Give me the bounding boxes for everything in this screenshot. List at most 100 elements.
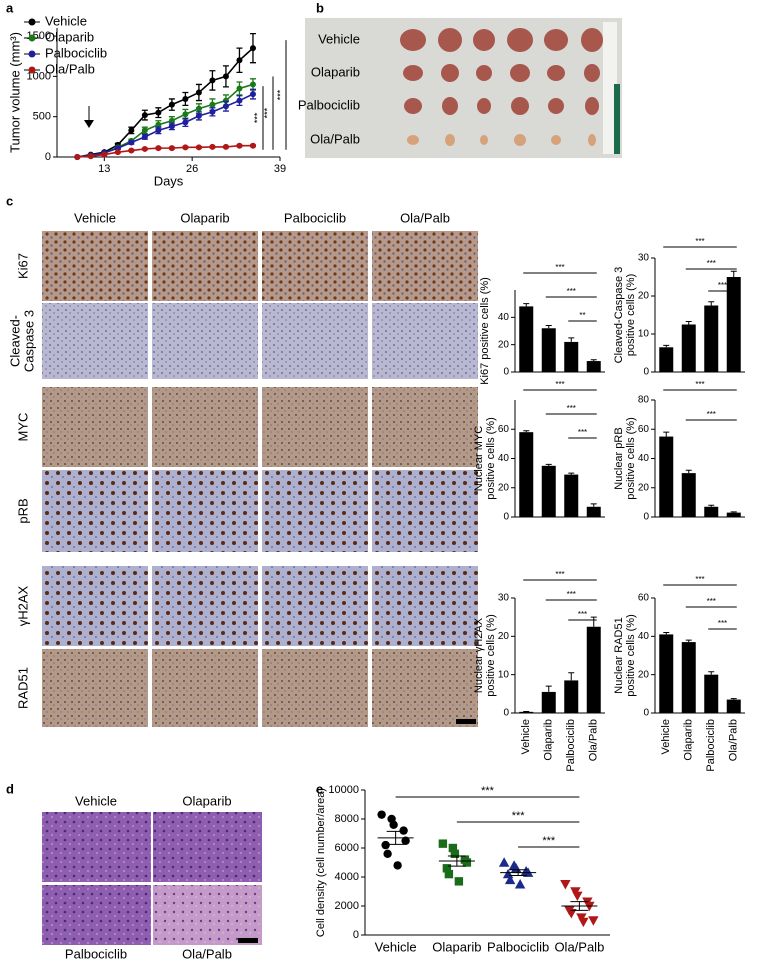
ihc-image bbox=[42, 303, 148, 379]
point bbox=[141, 133, 148, 140]
point bbox=[155, 145, 162, 152]
bar bbox=[586, 626, 601, 713]
point bbox=[155, 109, 162, 116]
significance-label: *** bbox=[695, 575, 704, 584]
y-axis-label: Cell density (cell number/area) bbox=[315, 788, 327, 937]
sem-bar bbox=[509, 869, 528, 877]
point bbox=[448, 843, 458, 853]
point bbox=[393, 861, 402, 870]
ihc-image bbox=[152, 387, 258, 467]
column-label: Palbociclib bbox=[284, 210, 346, 225]
tumor bbox=[441, 64, 459, 82]
x-tick-label: Palbociclib bbox=[487, 939, 549, 954]
error-bar bbox=[545, 325, 552, 329]
significance-label: *** bbox=[707, 597, 716, 606]
bar bbox=[541, 328, 556, 372]
ihc-image bbox=[372, 649, 478, 727]
significance-label: ** bbox=[579, 311, 585, 320]
y-tick-label: 20 bbox=[498, 482, 510, 493]
point bbox=[182, 119, 189, 126]
error-bar bbox=[708, 504, 715, 507]
y-tick-label: 40 bbox=[498, 312, 510, 323]
ihc-image bbox=[152, 470, 258, 552]
error-bar bbox=[730, 511, 737, 513]
point bbox=[222, 103, 229, 110]
bar bbox=[659, 634, 674, 713]
significance-label: *** bbox=[262, 107, 272, 118]
bar bbox=[681, 324, 696, 372]
point bbox=[128, 139, 135, 146]
tumor bbox=[477, 98, 491, 114]
bar bbox=[726, 277, 741, 372]
point bbox=[222, 73, 229, 80]
significance-label: *** bbox=[555, 570, 564, 579]
point bbox=[128, 147, 135, 154]
ihc-image bbox=[262, 387, 368, 467]
panel-label: c bbox=[6, 193, 13, 208]
error-bar bbox=[730, 698, 737, 700]
y-tick-label: 0 bbox=[45, 151, 51, 163]
point bbox=[236, 85, 243, 92]
y-tick-label: 60 bbox=[638, 593, 650, 604]
legend-label: Olaparib bbox=[45, 29, 94, 44]
tumor bbox=[514, 134, 526, 146]
error-bar bbox=[663, 431, 670, 437]
point bbox=[195, 112, 202, 119]
row-label: pRB bbox=[15, 498, 30, 523]
ihc-image bbox=[372, 566, 478, 646]
significance-label: *** bbox=[252, 112, 262, 123]
x-tick-label: Olaparib bbox=[432, 939, 481, 954]
point bbox=[141, 127, 148, 134]
column-label: Ola/Palb bbox=[400, 210, 450, 225]
point bbox=[87, 153, 94, 160]
legend-marker bbox=[28, 66, 36, 74]
tumor bbox=[403, 65, 423, 81]
y-axis-label: positive cells (%) bbox=[485, 417, 497, 500]
y-axis-label: positive cells (%) bbox=[625, 417, 637, 500]
error-bar bbox=[545, 685, 552, 692]
error-bar bbox=[685, 469, 692, 474]
panel-label: a bbox=[6, 0, 14, 15]
row-label: RAD51 bbox=[15, 667, 30, 709]
bar bbox=[541, 691, 556, 713]
y-tick-label: 20 bbox=[638, 482, 650, 493]
tumor bbox=[476, 65, 492, 81]
ihc-image bbox=[152, 566, 258, 646]
point bbox=[168, 101, 175, 108]
point bbox=[377, 810, 386, 819]
significance-label: *** bbox=[481, 785, 495, 797]
image-label: Olaparib bbox=[182, 793, 231, 808]
point bbox=[209, 101, 216, 108]
ihc-image bbox=[152, 231, 258, 301]
treatment-arrow-head bbox=[84, 120, 94, 128]
bar bbox=[586, 506, 601, 517]
point bbox=[182, 95, 189, 102]
point bbox=[399, 826, 408, 835]
scale-bar bbox=[456, 719, 476, 724]
bar bbox=[564, 341, 579, 372]
point bbox=[236, 142, 243, 149]
ihc-image bbox=[152, 303, 258, 379]
point bbox=[236, 57, 243, 64]
point bbox=[222, 143, 229, 150]
significance-label: *** bbox=[707, 259, 716, 268]
point bbox=[101, 151, 108, 158]
row-label: Olaparib bbox=[311, 64, 360, 79]
tumor bbox=[544, 29, 568, 51]
y-tick-label: 60 bbox=[638, 424, 650, 435]
x-tick-label: Olaparib bbox=[543, 719, 555, 761]
tumor bbox=[548, 98, 564, 114]
x-tick-label: Vehicle bbox=[660, 719, 672, 754]
point bbox=[168, 117, 175, 124]
point bbox=[383, 849, 392, 858]
error-bar bbox=[568, 337, 575, 342]
ihc-image bbox=[152, 649, 258, 727]
point bbox=[504, 874, 516, 885]
point bbox=[454, 877, 464, 886]
x-tick-label: Ola/Palb bbox=[588, 719, 600, 761]
point bbox=[566, 909, 577, 919]
he-image bbox=[42, 812, 151, 882]
point bbox=[195, 144, 202, 151]
point bbox=[195, 105, 202, 112]
point bbox=[438, 839, 448, 848]
